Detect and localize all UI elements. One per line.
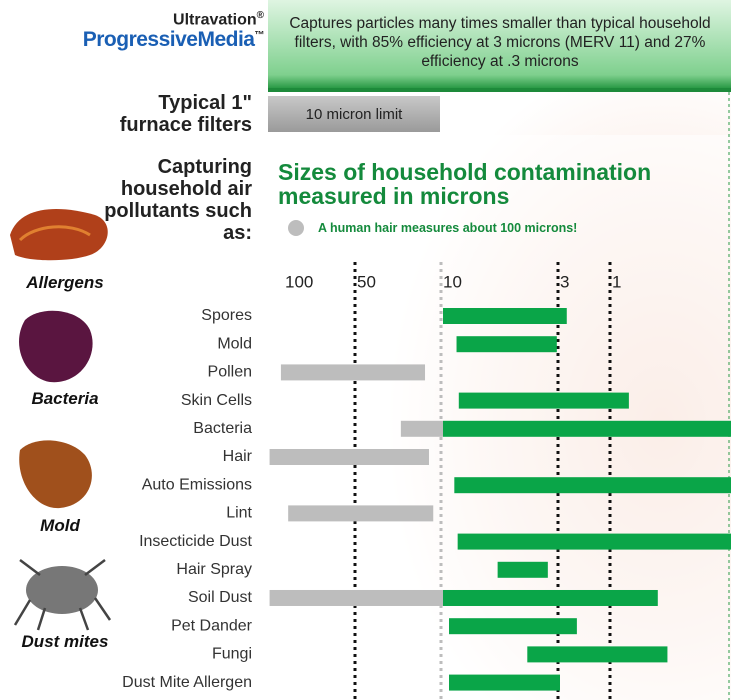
- category-label: Dust Mite Allergen: [122, 674, 252, 691]
- category-label: Skin Cells: [181, 392, 252, 409]
- bar-below-limit: [498, 562, 548, 578]
- registered: ®: [257, 10, 264, 21]
- bar-above-limit: [401, 421, 443, 437]
- bar-below-limit: [443, 308, 567, 324]
- bar-below-limit: [459, 393, 629, 409]
- allergen-icon-detail: [20, 227, 90, 240]
- x-tick-label: 100: [285, 272, 313, 291]
- mold-icon: [19, 440, 92, 508]
- x-tick-label: 3: [560, 272, 569, 291]
- typical-label: Typical 1" furnace filters: [102, 92, 252, 136]
- trademark: ™: [255, 30, 265, 41]
- category-label: Fungi: [212, 646, 252, 663]
- bar-below-limit: [458, 534, 731, 550]
- category-label: Insecticide Dust: [139, 533, 252, 550]
- bar-above-limit: [270, 590, 443, 606]
- bar-below-limit: [443, 590, 658, 606]
- capturing-label: Capturing household air pollutants such …: [92, 156, 252, 244]
- category-label: Hair Spray: [176, 561, 252, 578]
- category-label: Pet Dander: [171, 617, 253, 634]
- limit-label: 10 micron limit: [268, 106, 440, 123]
- category-label: Spores: [201, 307, 252, 324]
- bar-below-limit: [527, 646, 667, 662]
- bar-above-limit: [270, 449, 429, 465]
- x-tick-label: 50: [357, 272, 376, 291]
- product-name: ProgressiveMedia: [83, 28, 255, 51]
- category-label: Mold: [217, 335, 252, 352]
- bar-below-limit: [449, 618, 577, 634]
- header-text: Captures particles many times smaller th…: [280, 14, 720, 71]
- bar-below-limit: [449, 675, 560, 691]
- group-label: Allergens: [0, 273, 130, 293]
- bar-below-limit: [457, 336, 557, 352]
- brand: Ultravation®: [173, 10, 264, 29]
- bar-below-limit: [454, 477, 731, 493]
- bar-above-limit: [288, 505, 433, 521]
- product: ProgressiveMedia™: [83, 28, 264, 52]
- hair-dot: [288, 220, 304, 236]
- chart-title: Sizes of household contamination measure…: [278, 160, 728, 208]
- bar-above-limit: [281, 364, 425, 380]
- category-label: Bacteria: [193, 420, 252, 437]
- dust-mite-icon: [26, 566, 98, 614]
- note: A human hair measures about 100 microns!: [318, 221, 577, 235]
- background-wash: [268, 135, 731, 700]
- brand-name: Ultravation: [173, 11, 257, 28]
- group-label: Bacteria: [0, 389, 130, 409]
- bar-below-limit: [443, 421, 731, 437]
- category-label: Pollen: [208, 364, 252, 381]
- group-label: Mold: [0, 516, 125, 536]
- page: {"brand": {"name": "Ultravation", "regis…: [0, 0, 731, 700]
- category-label: Auto Emissions: [142, 476, 252, 493]
- category-label: Hair: [223, 448, 253, 465]
- category-label: Soil Dust: [188, 589, 253, 606]
- x-tick-label: 1: [612, 272, 621, 291]
- dust-mite-legs: [15, 560, 110, 630]
- group-label: Dust mites: [0, 632, 130, 652]
- category-label: Lint: [226, 505, 252, 522]
- x-tick-label: 10: [443, 272, 462, 291]
- bacteria-icon: [19, 311, 93, 383]
